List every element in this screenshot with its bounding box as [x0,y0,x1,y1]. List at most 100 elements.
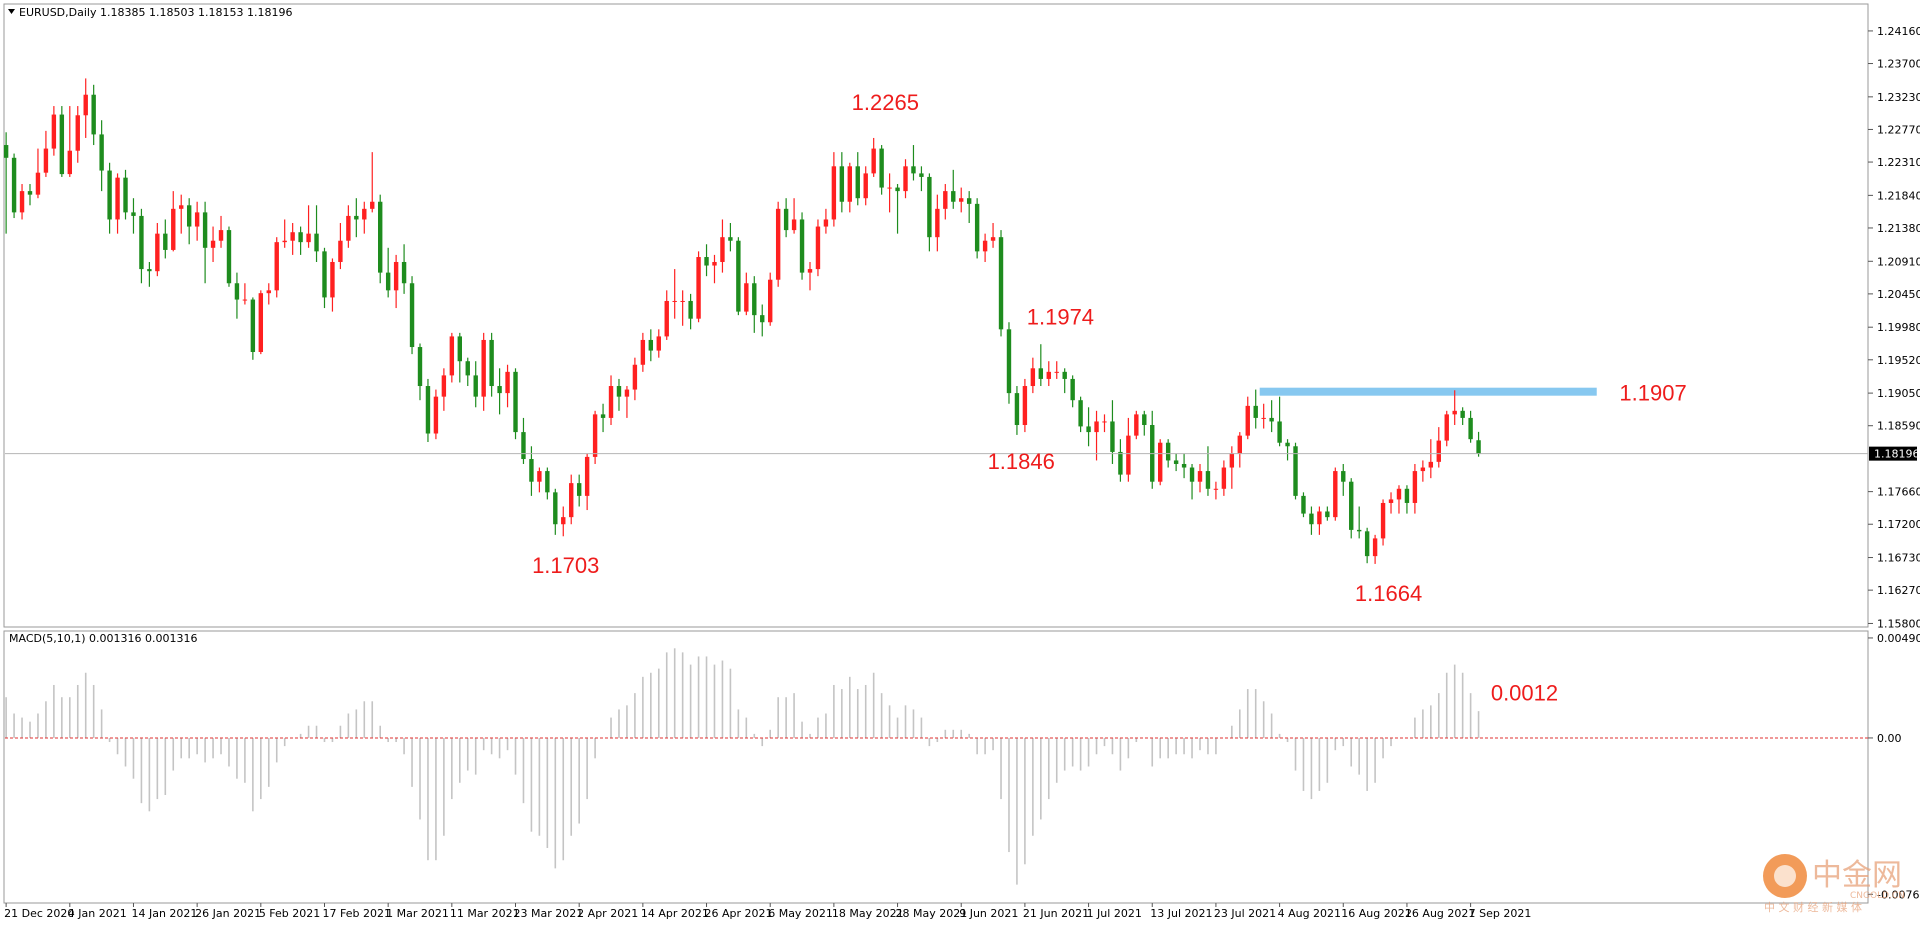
candle-body [704,257,709,266]
watermark-slogan: 中 文 财 经 新 媒 体 [1764,900,1862,914]
candle-body [401,261,407,284]
candle-body [807,269,813,273]
candle-body [123,177,128,213]
y-tick-label: 1.17660 [1877,486,1920,499]
y-tick-label: 1.24160 [1877,25,1920,38]
candle-body [1436,440,1441,462]
candle-body [680,300,685,302]
x-tick-label: 21 Dec 2020 [4,907,74,920]
candle-body [791,219,797,231]
candle-body [1404,488,1410,503]
candle-body [1476,440,1481,454]
candle-body [648,339,654,351]
y-tick-label: 0.004908 [1877,632,1920,645]
y-tick-label: 1.21840 [1877,189,1920,202]
candle-body [863,173,868,199]
y-tick-label: -0.007672 [1877,888,1920,901]
watermark: 中金网 CNGOLD.CN 中 文 财 经 新 媒 体 [1763,854,1905,914]
candle-body [1134,414,1139,436]
candle-body [871,148,876,174]
annotation: 0.0012 [1491,680,1558,705]
x-tick-label: 4 Jan 2021 [68,907,127,920]
resistance-label: 1.1907 [1619,380,1686,405]
candle-body [441,375,447,397]
y-tick-label: 1.21380 [1877,222,1920,235]
candle-body [250,299,256,353]
candle-body [202,212,208,248]
candle-body [457,336,462,362]
price-panel [3,3,1869,628]
annotation: 1.2265 [852,90,919,115]
candle-body [1349,481,1354,530]
candle-body [1452,410,1457,415]
x-tick-label: 28 May 2021 [896,907,968,920]
candle-body [537,471,542,482]
y-tick-label: 1.16730 [1877,552,1920,565]
candle-body [696,257,701,319]
x-tick-label: 23 Jul 2021 [1214,907,1276,920]
candle-body [298,232,303,243]
candle-body [91,94,96,135]
candle-body [1062,371,1067,379]
candle-body [760,315,765,323]
candle-body [1388,499,1394,503]
x-tick-label: 18 May 2021 [832,907,904,920]
candle-body [481,339,486,397]
candle-body [1468,417,1473,440]
candle-body [1412,471,1418,503]
candle-body [553,492,558,525]
annotation: 1.1664 [1355,581,1422,606]
candle-body [465,361,470,376]
x-tick-label: 26 Jan 2021 [195,907,261,920]
x-tick-label: 9 Jun 2021 [959,907,1018,920]
candle-body [226,230,232,284]
candle-body [11,157,17,213]
candle-body [513,371,518,433]
candle-body [839,166,845,202]
candle-body [855,166,860,199]
candle-body [529,459,534,482]
candle-body [736,240,741,312]
candle-body [1022,386,1028,426]
candle-body [688,300,693,319]
candle-body [712,261,717,266]
symbol-menu-icon[interactable] [8,9,15,14]
candle-body [1253,405,1258,418]
y-tick-label: 1.15800 [1877,617,1920,630]
candle-body [911,166,916,174]
candle-body [346,215,351,241]
candle-body [1245,405,1250,436]
candle-body [1086,426,1091,433]
candle-body [823,219,829,227]
candle-body [1261,417,1266,419]
x-tick-label: 7 Sep 2021 [1469,907,1532,920]
candle-body [433,396,439,434]
candle-body [966,198,972,204]
candle-body [147,269,152,272]
candle-body [608,386,614,418]
candle-body [155,233,160,272]
candle-body [3,145,9,158]
candle-body [799,219,805,273]
y-tick-label: 1.22310 [1877,156,1920,169]
candle-body [1046,371,1051,379]
candle-body [1078,400,1083,427]
candle-body [521,432,526,460]
candle-body [1181,463,1187,468]
candle-body [831,166,837,220]
macd-value: 0.001316 [89,632,142,645]
candle-body [354,215,359,220]
candle-body [783,208,789,231]
candle-body [43,148,49,173]
candle-body [378,201,383,273]
candle-body [1420,467,1426,472]
annotation: 1.1974 [1027,304,1094,329]
x-tick-label: 23 Mar 2021 [514,907,584,920]
candle-body [393,261,399,291]
candle-body [67,150,72,175]
candle-body [186,205,192,227]
candle-body [1189,467,1195,482]
candle-body [19,191,25,213]
signal-value: 0.001316 [145,632,198,645]
candle-body [314,233,319,252]
